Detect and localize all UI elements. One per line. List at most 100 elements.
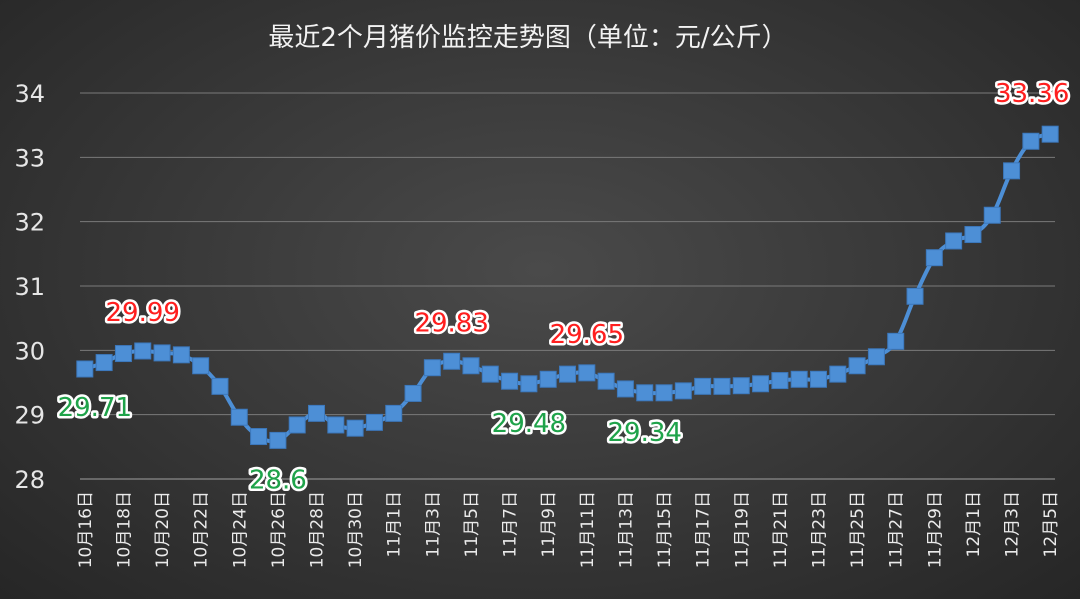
data-point xyxy=(655,384,673,402)
y-tick-label: 31 xyxy=(14,273,45,301)
x-tick-label: 11月21日 xyxy=(771,491,791,568)
y-tick-label: 34 xyxy=(14,80,45,108)
data-point xyxy=(945,232,963,250)
x-tick-label: 11月19日 xyxy=(732,491,752,568)
data-point xyxy=(790,370,808,388)
x-tick-label: 10月18日 xyxy=(114,491,134,568)
x-tick-label: 11月1日 xyxy=(385,491,405,557)
x-tick-label: 11月3日 xyxy=(423,491,443,557)
x-tick-label: 10月30日 xyxy=(346,491,366,568)
data-point xyxy=(1041,125,1059,143)
data-point xyxy=(597,372,615,390)
y-tick-label: 29 xyxy=(14,402,45,430)
data-point xyxy=(616,380,634,398)
y-axis: 28 29 30 31 32 33 34 xyxy=(14,80,45,494)
data-point xyxy=(732,377,750,395)
x-tick-label: 11月25日 xyxy=(848,491,868,568)
data-label: 29.99 xyxy=(106,298,180,328)
data-point xyxy=(1022,132,1040,150)
data-point xyxy=(327,416,345,434)
x-tick-label: 11月23日 xyxy=(809,491,829,568)
x-tick-label: 11月5日 xyxy=(462,491,482,557)
data-point xyxy=(365,413,383,431)
data-point xyxy=(501,372,519,390)
data-point xyxy=(153,344,171,362)
data-point xyxy=(95,354,113,372)
data-point xyxy=(288,416,306,434)
data-point xyxy=(192,357,210,375)
data-point xyxy=(481,365,499,383)
data-point xyxy=(76,360,94,378)
data-point xyxy=(983,206,1001,224)
data-point xyxy=(423,359,441,377)
data-point xyxy=(713,377,731,395)
data-point xyxy=(404,384,422,402)
x-tick-label: 10月28日 xyxy=(308,491,328,568)
x-tick-label: 12月3日 xyxy=(1003,491,1023,557)
data-point xyxy=(385,404,403,422)
data-point xyxy=(925,249,943,267)
data-point xyxy=(906,287,924,305)
series-line xyxy=(84,132,1051,444)
x-tick-label: 10月16日 xyxy=(76,491,96,568)
data-point xyxy=(578,364,596,382)
data-point xyxy=(809,370,827,388)
y-tick-label: 30 xyxy=(14,337,45,365)
data-label: 29.71 xyxy=(58,393,132,423)
data-label: 29.65 xyxy=(550,320,624,350)
x-tick-label: 10月20日 xyxy=(153,491,173,568)
data-point xyxy=(250,428,268,446)
data-point xyxy=(694,377,712,395)
data-point xyxy=(674,382,692,400)
data-label: 33.36 xyxy=(995,79,1069,109)
data-point xyxy=(829,365,847,383)
data-point xyxy=(848,357,866,375)
x-tick-label: 10月22日 xyxy=(192,491,212,568)
data-point xyxy=(134,342,152,360)
y-tick-label: 32 xyxy=(14,209,45,237)
data-point xyxy=(752,375,770,393)
data-point xyxy=(462,357,480,375)
x-tick-label: 11月11日 xyxy=(578,491,598,568)
data-point xyxy=(211,377,229,395)
y-tick-label: 33 xyxy=(14,144,45,172)
data-point xyxy=(172,346,190,364)
x-tick-label: 11月7日 xyxy=(501,491,521,557)
data-point xyxy=(346,419,364,437)
data-point xyxy=(771,372,789,390)
data-point xyxy=(308,404,326,422)
data-label: 29.34 xyxy=(608,418,682,448)
x-tick-label: 10月26日 xyxy=(269,491,289,568)
data-label: 28.6 xyxy=(249,465,307,495)
data-label: 29.83 xyxy=(414,308,488,338)
x-tick-label: 11月27日 xyxy=(887,491,907,568)
data-point xyxy=(559,365,576,383)
data-labels: 29.71 29.99 28.6 29.83 29.48 29.65 29.34 33.36 xyxy=(55,77,1072,498)
gridlines xyxy=(80,92,1055,480)
y-tick-label: 28 xyxy=(14,466,45,494)
series-group xyxy=(76,125,1059,449)
x-axis: 10月16日 10月18日 10月20日 10月22日 10月24日 10月26日 10月2… xyxy=(76,491,1061,568)
data-label: 29.48 xyxy=(492,409,566,439)
x-tick-label: 11月29日 xyxy=(925,491,945,568)
data-point xyxy=(230,408,248,426)
data-point xyxy=(867,348,885,366)
data-point xyxy=(269,431,287,449)
data-point xyxy=(443,352,461,370)
x-tick-label: 11月13日 xyxy=(616,491,636,568)
x-tick-label: 12月1日 xyxy=(964,491,984,557)
x-tick-label: 11月15日 xyxy=(655,491,675,568)
data-point xyxy=(520,375,538,393)
data-point xyxy=(636,384,654,402)
x-tick-label: 10月24日 xyxy=(230,491,250,568)
data-point xyxy=(114,345,132,363)
x-tick-label: 11月9日 xyxy=(539,491,559,557)
data-point xyxy=(887,332,905,350)
x-tick-label: 11月17日 xyxy=(694,491,714,568)
chart-title: 最近2个月猪价监控走势图（单位：元/公斤） xyxy=(268,23,787,53)
data-point xyxy=(1003,162,1021,180)
data-point xyxy=(539,370,557,388)
x-tick-label: 12月5日 xyxy=(1041,491,1061,557)
data-point xyxy=(964,226,982,244)
